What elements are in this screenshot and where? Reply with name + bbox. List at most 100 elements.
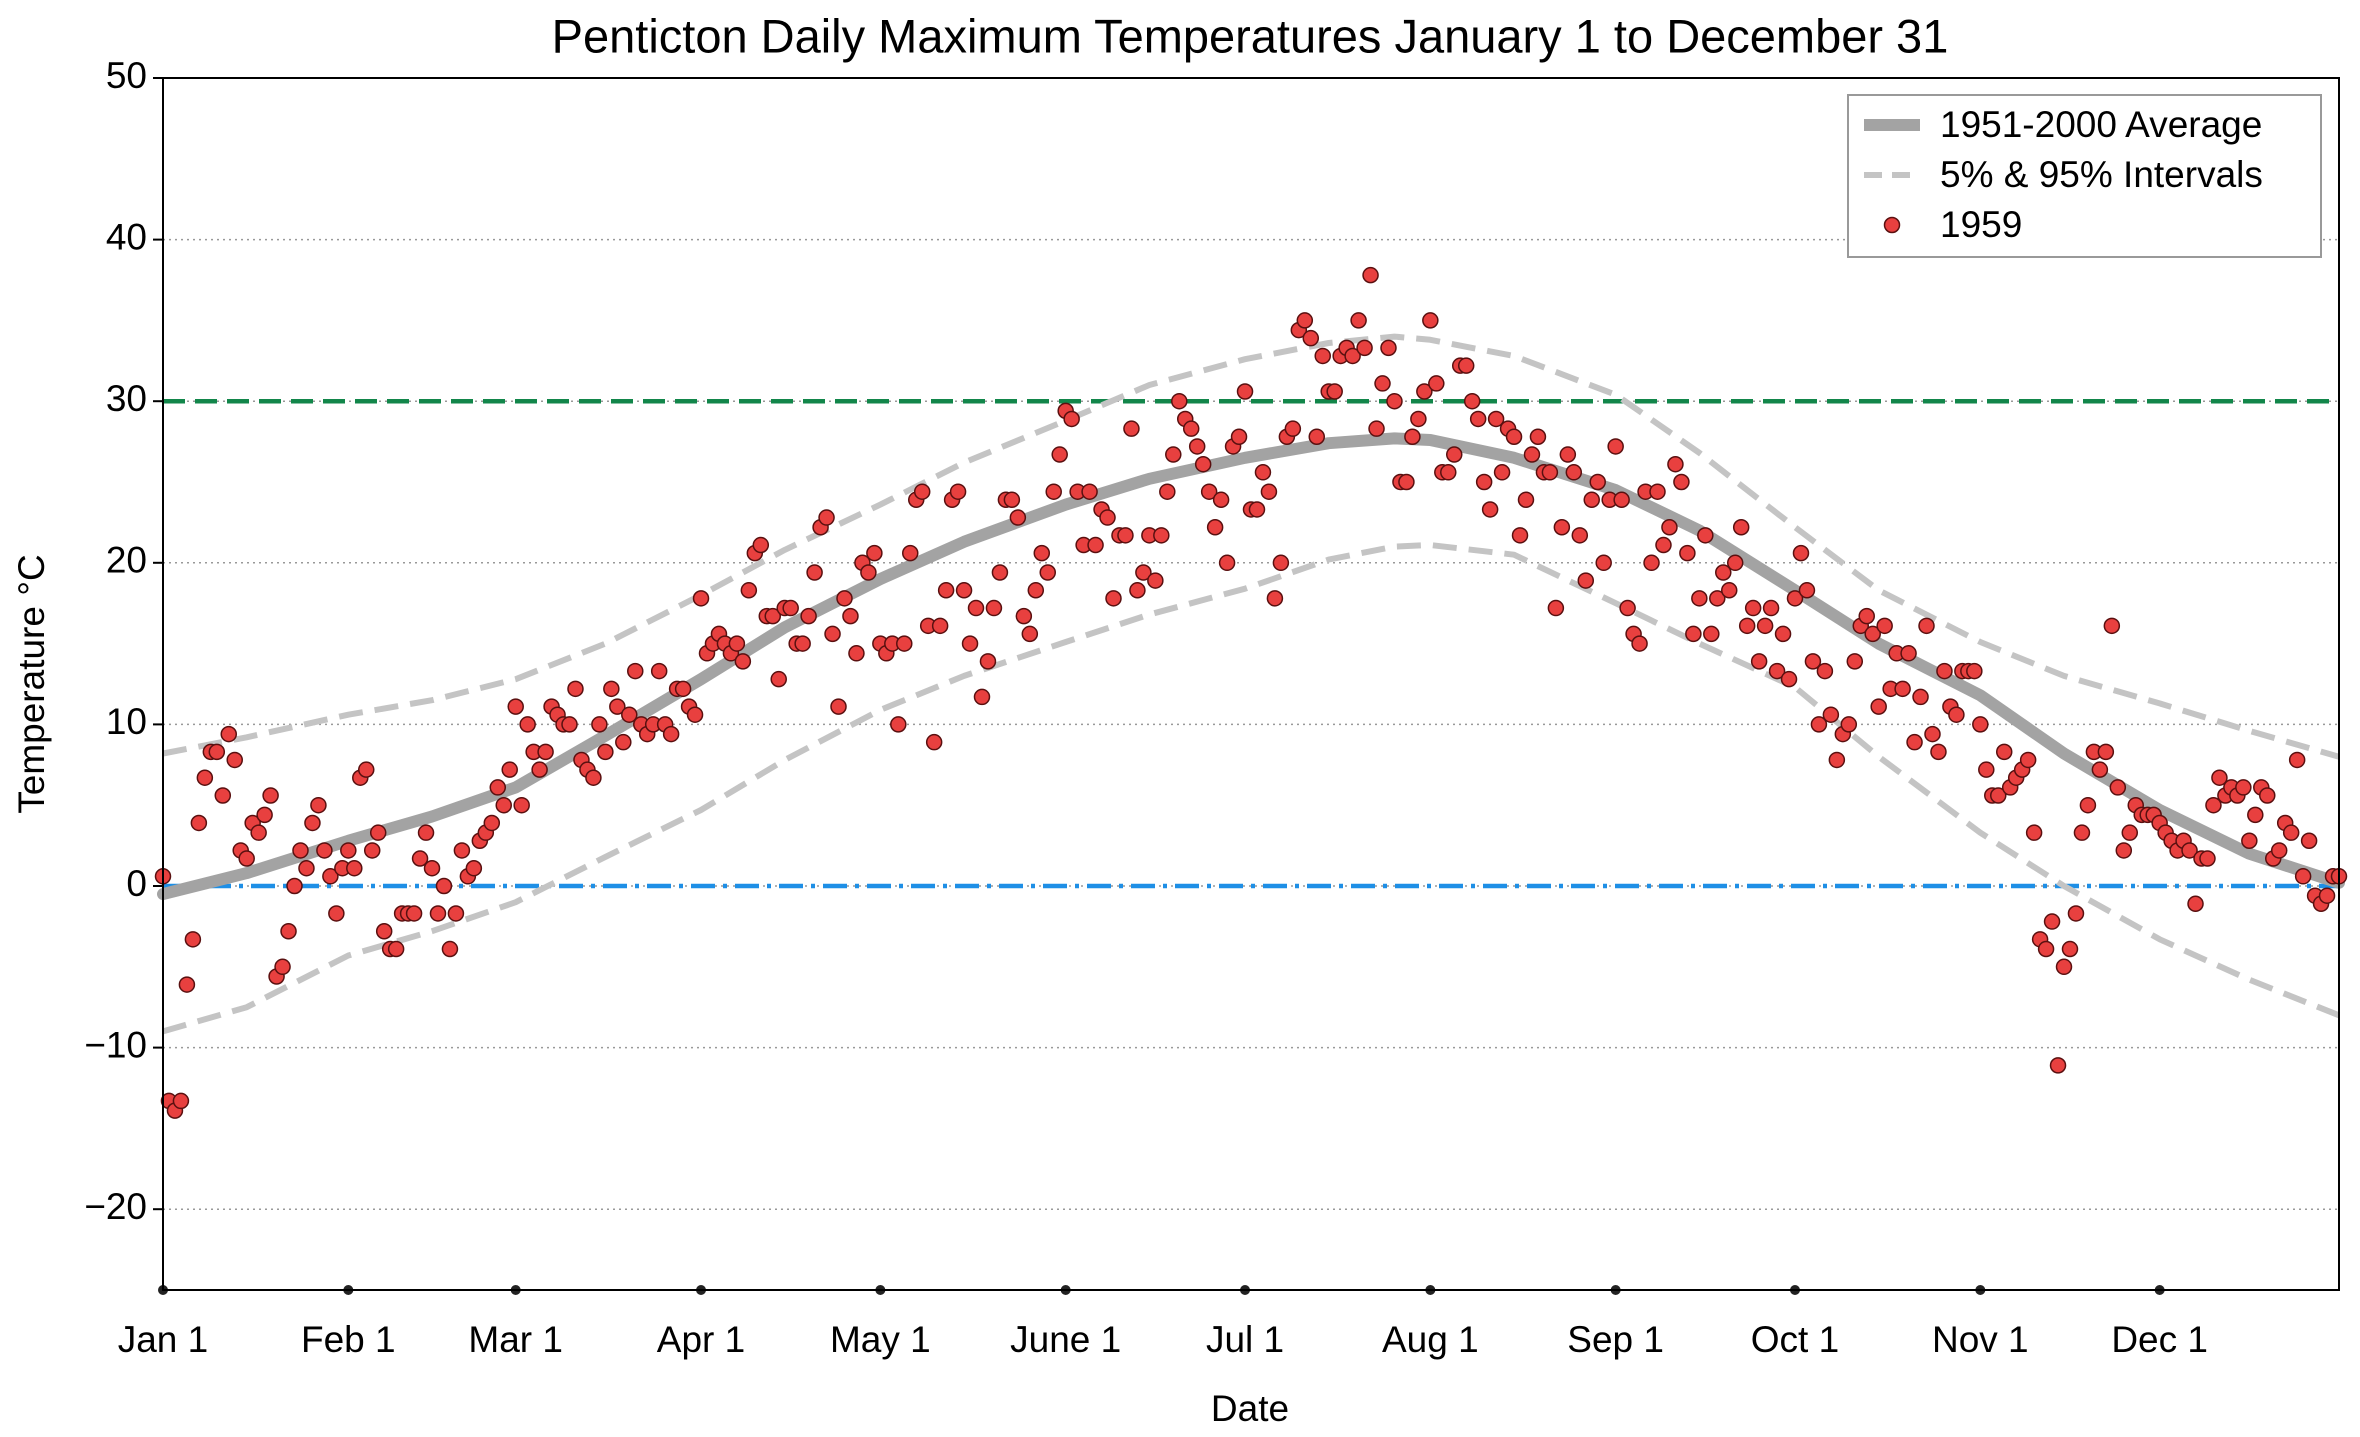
data-point bbox=[1810, 716, 1828, 733]
data-point bbox=[1697, 527, 1714, 544]
data-point bbox=[1906, 733, 1923, 751]
data-point bbox=[591, 716, 608, 733]
x-tick-label: June 1 bbox=[1010, 1319, 1121, 1360]
data-point bbox=[1828, 751, 1846, 769]
data-point bbox=[1900, 645, 1917, 662]
data-point bbox=[842, 607, 859, 625]
data-point bbox=[2043, 913, 2061, 930]
data-point bbox=[1356, 339, 1373, 357]
data-point bbox=[1380, 339, 1397, 357]
data-point bbox=[2282, 824, 2300, 841]
data-point bbox=[615, 733, 632, 751]
data-point bbox=[603, 680, 620, 698]
x-tick-label: Feb 1 bbox=[301, 1319, 396, 1360]
data-point bbox=[1726, 554, 1744, 572]
data-point bbox=[973, 688, 991, 706]
data-point bbox=[662, 725, 680, 743]
data-point bbox=[1571, 527, 1589, 544]
data-point bbox=[1924, 725, 1941, 743]
data-point bbox=[1440, 464, 1457, 481]
data-point bbox=[1912, 688, 1929, 706]
data-point bbox=[1936, 662, 1953, 680]
data-point bbox=[1948, 706, 1965, 723]
data-point bbox=[1858, 607, 1875, 625]
data-point bbox=[740, 582, 758, 599]
data-point bbox=[1673, 473, 1690, 491]
legend-label: 5% & 95% Intervals bbox=[1940, 154, 2263, 195]
data-point bbox=[2019, 751, 2037, 769]
data-point bbox=[178, 976, 196, 993]
data-point bbox=[1768, 662, 1786, 680]
data-point bbox=[387, 940, 405, 958]
data-point bbox=[2109, 779, 2127, 796]
data-point bbox=[1218, 554, 1236, 572]
data-point bbox=[1732, 518, 1750, 536]
data-point bbox=[2103, 617, 2121, 635]
data-point bbox=[1236, 383, 1254, 400]
data-point bbox=[925, 733, 943, 751]
x-tick-label: Nov 1 bbox=[1932, 1319, 2029, 1360]
data-point bbox=[1326, 383, 1343, 400]
data-point bbox=[1990, 787, 2007, 804]
data-point bbox=[1583, 491, 1600, 509]
data-point bbox=[1894, 680, 1911, 698]
data-point bbox=[220, 725, 238, 743]
data-point bbox=[1135, 564, 1152, 581]
data-point bbox=[1087, 536, 1104, 554]
data-point bbox=[346, 859, 363, 877]
data-point bbox=[1720, 582, 1738, 599]
data-point bbox=[961, 635, 979, 652]
data-point bbox=[1523, 446, 1541, 463]
data-point bbox=[1081, 483, 1098, 500]
data-point bbox=[238, 850, 255, 867]
data-point bbox=[1595, 554, 1612, 572]
data-point bbox=[1679, 544, 1696, 562]
data-point bbox=[256, 806, 273, 824]
data-point bbox=[417, 824, 435, 841]
data-point bbox=[483, 814, 501, 832]
data-point bbox=[1547, 599, 1565, 617]
data-point bbox=[1212, 491, 1230, 509]
legend-label: 1959 bbox=[1940, 204, 2022, 245]
data-point bbox=[375, 922, 393, 940]
data-point bbox=[1798, 582, 1816, 599]
data-point bbox=[280, 922, 297, 940]
data-point bbox=[1362, 266, 1379, 284]
data-point bbox=[1009, 509, 1027, 526]
data-point bbox=[650, 662, 668, 680]
data-point bbox=[1816, 662, 1834, 680]
data-point bbox=[1876, 617, 1893, 635]
data-point bbox=[1559, 446, 1577, 463]
data-point bbox=[567, 680, 584, 698]
data-point bbox=[1147, 572, 1164, 589]
data-point bbox=[262, 787, 279, 804]
data-point bbox=[423, 859, 441, 877]
data-point bbox=[2091, 761, 2109, 778]
data-point bbox=[2097, 743, 2115, 761]
data-point bbox=[507, 698, 524, 715]
data-point bbox=[1033, 544, 1051, 562]
data-point bbox=[979, 653, 997, 670]
data-point bbox=[1995, 743, 2013, 761]
data-point bbox=[902, 544, 919, 562]
data-point bbox=[752, 536, 770, 554]
data-point bbox=[1469, 410, 1487, 428]
data-point bbox=[937, 582, 955, 599]
data-point bbox=[1045, 483, 1062, 500]
x-tick-label: Jan 1 bbox=[118, 1319, 209, 1360]
data-point bbox=[1786, 590, 1804, 607]
data-point bbox=[890, 716, 907, 733]
data-point bbox=[1756, 617, 1774, 635]
data-point bbox=[322, 868, 339, 885]
data-point bbox=[1804, 653, 1822, 670]
data-point bbox=[728, 635, 746, 652]
data-point bbox=[531, 761, 548, 778]
data-point bbox=[2318, 887, 2336, 904]
data-point bbox=[2181, 842, 2198, 859]
data-point bbox=[2270, 842, 2288, 859]
data-point bbox=[1027, 582, 1045, 599]
data-point bbox=[836, 590, 853, 607]
data-point bbox=[1643, 554, 1660, 572]
data-point bbox=[2055, 958, 2073, 976]
data-point bbox=[184, 931, 202, 948]
